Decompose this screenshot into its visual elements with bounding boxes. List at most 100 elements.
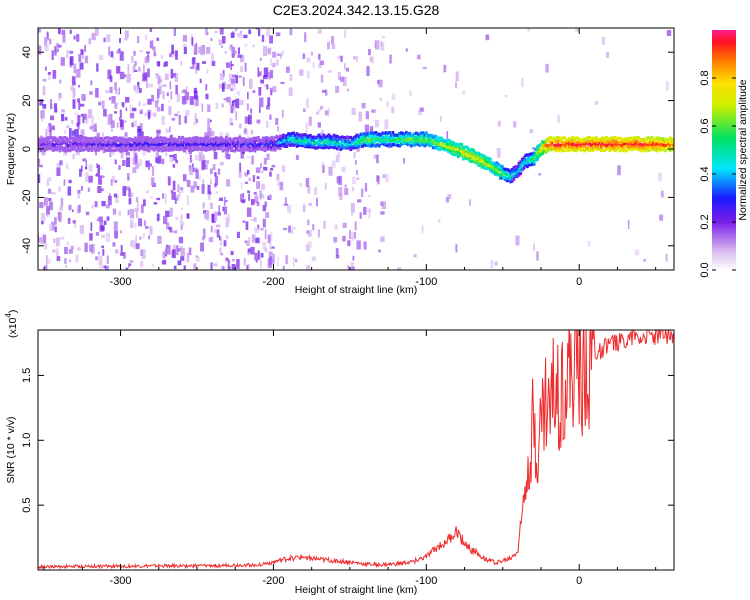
heatmap-cell: [615, 144, 618, 148]
heatmap-cell: [559, 146, 563, 150]
heatmap-cell: [114, 111, 117, 114]
heatmap-cell: [304, 136, 307, 140]
heatmap-cell: [178, 236, 184, 244]
heatmap-cell: [376, 134, 380, 138]
heatmap-cell: [568, 137, 571, 141]
heatmap-cell: [379, 140, 383, 145]
heatmap-cell: [319, 60, 324, 66]
heatmap-cell: [292, 137, 295, 142]
heatmap-cell: [473, 160, 477, 164]
heatmap-cell: [304, 143, 307, 147]
heatmap-cell: [204, 145, 208, 149]
heatmap-cell: [182, 43, 187, 47]
heatmap-cell: [65, 136, 68, 140]
heatmap-cell: [282, 142, 285, 146]
heatmap-cell: [606, 137, 610, 141]
heatmap-cell: [332, 146, 336, 150]
heatmap-cell: [71, 136, 75, 140]
heatmap-cell: [391, 142, 395, 147]
heatmap-cell: [576, 136, 580, 140]
heatmap-cell: [325, 138, 329, 142]
heatmap-cell: [204, 163, 208, 170]
heatmap-cell: [176, 111, 180, 115]
heatmap-cell: [554, 146, 558, 150]
heatmap-cell: [337, 55, 342, 59]
heatmap-cell: [346, 143, 349, 147]
heatmap-cell: [324, 135, 327, 139]
heatmap-cell: [211, 130, 215, 137]
heatmap-cell: [452, 147, 455, 151]
heatmap-cell: [40, 236, 44, 245]
heatmap-cell: [292, 257, 295, 267]
heatmap-cell: [268, 194, 272, 199]
heatmap-cell: [630, 136, 634, 140]
heatmap-cell: [290, 138, 294, 142]
heatmap-cell: [415, 131, 418, 135]
heatmap-cell: [88, 38, 91, 45]
heatmap-cell: [180, 223, 183, 230]
heatmap-cell: [247, 92, 249, 100]
heatmap-cell: [235, 111, 237, 121]
heatmap-cell: [288, 139, 292, 144]
heatmap-cell: [322, 133, 326, 137]
heatmap-cell: [339, 144, 343, 148]
heatmap-cell: [231, 149, 235, 153]
heatmap-cell: [331, 160, 336, 168]
heatmap-cell: [638, 148, 642, 152]
heatmap-cell: [350, 203, 355, 213]
heatmap-cell: [71, 76, 76, 86]
heatmap-cell: [660, 144, 664, 148]
heatmap-cell: [532, 154, 536, 158]
heatmap-cell: [193, 145, 196, 149]
heatmap-cell: [265, 142, 269, 146]
heatmap-cell: [342, 136, 346, 140]
heatmap-cell: [209, 139, 213, 143]
heatmap-cell: [487, 157, 491, 161]
heatmap-cell: [383, 142, 386, 146]
heatmap-cell: [335, 255, 340, 259]
heatmap-cell: [79, 103, 85, 107]
heatmap-cell: [124, 132, 128, 137]
heatmap-cell: [356, 145, 360, 152]
heatmap-cell: [504, 169, 507, 174]
heatmap-cell: [490, 170, 494, 174]
heatmap-cell: [308, 116, 312, 126]
heatmap-cell: [394, 133, 398, 137]
heatmap-cell: [408, 133, 412, 137]
heatmap-cell: [581, 144, 585, 148]
heatmap-cell: [193, 87, 197, 94]
heatmap-cell: [342, 222, 347, 228]
heatmap-cell: [495, 168, 499, 172]
heatmap-cell: [347, 265, 350, 270]
heatmap-cell: [53, 147, 57, 151]
heatmap-cell: [237, 54, 242, 58]
heatmap-cell: [268, 144, 272, 148]
heatmap-cell: [78, 148, 82, 152]
heatmap-cell: [359, 143, 363, 147]
heatmap-cell: [239, 54, 245, 63]
heatmap-cell: [325, 140, 329, 144]
heatmap-cell: [538, 173, 542, 176]
heatmap-cell: [363, 207, 367, 215]
heatmap-cell: [378, 79, 383, 88]
heatmap-cell: [322, 89, 327, 93]
heatmap-cell: [431, 146, 435, 150]
heatmap-cell: [228, 73, 232, 82]
heatmap-cell: [213, 140, 216, 144]
heatmap-cell: [317, 229, 320, 238]
heatmap-cell: [273, 148, 277, 152]
heatmap-cell: [260, 170, 264, 174]
heatmap-cell: [226, 62, 230, 68]
heatmap-cell: [356, 240, 361, 250]
heatmap-cell: [83, 140, 87, 144]
heatmap-cell: [221, 144, 225, 149]
heatmap-cell: [202, 236, 205, 241]
heatmap-cell: [100, 143, 104, 147]
heatmap-cell: [247, 248, 251, 253]
heatmap-cell: [384, 141, 388, 145]
heatmap-cell: [415, 136, 418, 140]
heatmap-cell: [277, 144, 280, 148]
heatmap-cell: [545, 63, 549, 73]
heatmap-cell: [248, 141, 252, 146]
heatmap-cell: [68, 137, 72, 141]
